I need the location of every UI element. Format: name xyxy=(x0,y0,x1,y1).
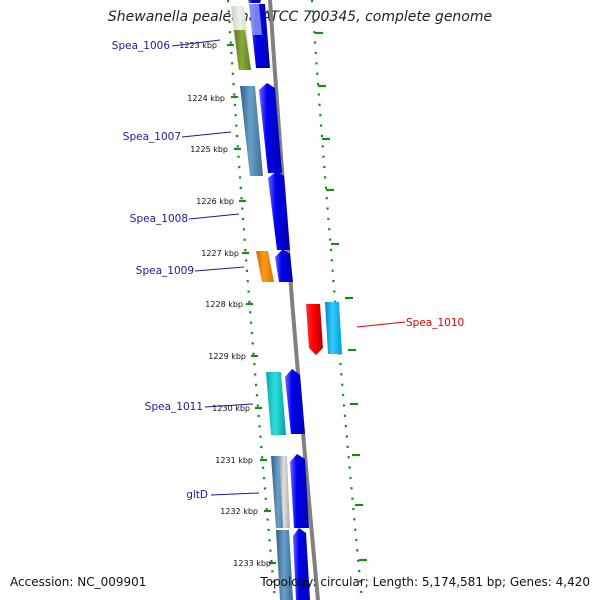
tick-label: 1225 kbp xyxy=(190,145,228,154)
gene-label-spea-1009[interactable]: Spea_1009 xyxy=(136,265,194,277)
inner-scale-dots xyxy=(226,0,277,600)
topology-label: Topology: circular; Length: 5,174,581 bp… xyxy=(260,575,590,589)
cds-feature-spea-1006-tint xyxy=(249,4,262,35)
tick-label: 1227 kbp xyxy=(201,249,239,258)
gene-label-spea-1006[interactable]: Spea_1006 xyxy=(112,40,171,52)
gene-feature-spea-1007 xyxy=(240,86,263,176)
gene-feature-spea-1006-color xyxy=(234,30,251,70)
cds-feature-spea-1011 xyxy=(285,369,305,434)
genome-backbone xyxy=(268,0,320,600)
cds-feature-gltd xyxy=(290,454,309,528)
scale-tick-labels: 1223 kbp 1224 kbp 1225 kbp 1226 kbp 1227… xyxy=(179,41,271,568)
gene-feature-gltd-grey xyxy=(279,456,290,528)
gene-features xyxy=(231,0,342,600)
cds-feature-spea-1008 xyxy=(268,171,290,250)
cds-feature-bottom xyxy=(293,528,310,600)
gene-feature-spea-1011 xyxy=(266,372,286,435)
tick-label: 1230 kbp xyxy=(212,404,250,413)
gene-label-spea-1010[interactable]: Spea_1010 xyxy=(406,317,464,329)
cds-feature-spea-1009 xyxy=(275,249,293,282)
gene-feature-spea-1009 xyxy=(256,251,274,282)
gene-label-spea-1011[interactable]: Spea_1011 xyxy=(145,401,203,413)
cds-feature xyxy=(248,0,261,3)
gene-feature-spea-1010 xyxy=(306,304,323,355)
accession-label: Accession: NC_009901 xyxy=(10,575,147,589)
gene-label-gltd[interactable]: gltD xyxy=(186,489,208,501)
map-title: Shewanella pealeana ATCC 700345, complet… xyxy=(107,9,493,25)
tick-label: 1224 kbp xyxy=(187,94,225,103)
label-leaders xyxy=(171,39,406,496)
cds-feature-spea-1007 xyxy=(259,83,282,173)
cds-feature-spea-1010 xyxy=(325,302,342,354)
tick-label: 1231 kbp xyxy=(215,456,253,465)
tick-label: 1228 kbp xyxy=(205,300,243,309)
inner-major-ticks xyxy=(227,43,276,565)
outer-scale-dots xyxy=(310,0,364,600)
outer-major-ticks xyxy=(315,31,367,562)
tick-label: 1229 kbp xyxy=(208,352,246,361)
gene-label-spea-1008[interactable]: Spea_1008 xyxy=(130,213,188,225)
tick-label: 1226 kbp xyxy=(196,197,234,206)
tick-label: 1223 kbp xyxy=(179,41,217,50)
tick-label: 1232 kbp xyxy=(220,507,258,516)
gene-labels: Spea_1006 Spea_1007 Spea_1008 Spea_1009 … xyxy=(112,40,464,501)
gene-feature-bottom xyxy=(276,530,293,600)
tick-label: 1233 kbp xyxy=(233,559,271,568)
gene-label-spea-1007[interactable]: Spea_1007 xyxy=(123,131,181,143)
